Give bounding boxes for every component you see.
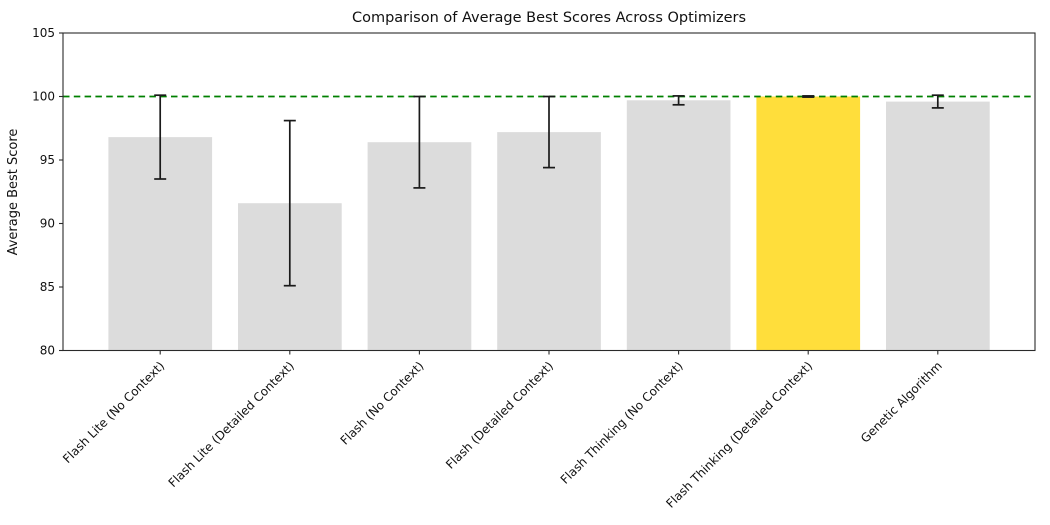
y-tick-label: 85 bbox=[40, 280, 55, 294]
x-tick-label: Flash Thinking (Detailed Context) bbox=[663, 359, 815, 511]
bar bbox=[626, 100, 731, 351]
bar bbox=[886, 101, 990, 351]
y-tick-label: 90 bbox=[40, 217, 55, 231]
y-tick-label: 80 bbox=[40, 344, 55, 358]
bar-highlighted bbox=[756, 96, 861, 351]
x-tick-label: Flash Thinking (No Context) bbox=[558, 359, 686, 487]
y-tick-label: 105 bbox=[32, 26, 55, 40]
chart-title: Comparison of Average Best Scores Across… bbox=[352, 10, 746, 26]
x-tick-label: Flash (Detailed Context) bbox=[443, 359, 556, 472]
bar bbox=[497, 132, 601, 351]
x-tick-label: Flash Lite (Detailed Context) bbox=[166, 359, 297, 490]
y-axis-label: Average Best Score bbox=[6, 129, 21, 256]
y-tick-label: 100 bbox=[32, 90, 55, 104]
y-tick-label: 95 bbox=[40, 153, 55, 167]
x-tick-label: Flash Lite (No Context) bbox=[60, 359, 167, 466]
x-tick-label: Genetic Algorithm bbox=[858, 359, 945, 446]
x-tick-label: Flash (No Context) bbox=[338, 359, 427, 448]
